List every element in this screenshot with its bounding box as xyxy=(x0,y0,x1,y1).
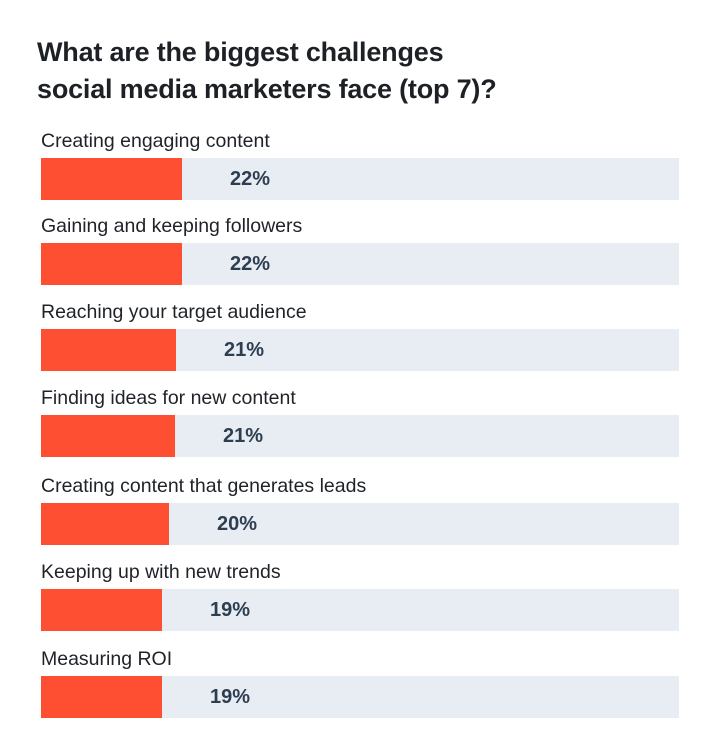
bar-fill xyxy=(41,243,182,285)
bar-label: Gaining and keeping followers xyxy=(41,215,303,237)
chart-title: What are the biggest challenges social m… xyxy=(37,34,677,108)
bar-value: 22% xyxy=(230,253,271,275)
bar-label: Keeping up with new trends xyxy=(41,561,281,583)
bar-fill xyxy=(41,158,182,200)
bar-label: Measuring ROI xyxy=(41,648,173,670)
bar-track: 22% xyxy=(41,243,679,285)
bar-row: Finding ideas for new content 21% xyxy=(41,386,679,457)
bar-track: 20% xyxy=(41,503,679,545)
bar-track: 19% xyxy=(41,676,679,718)
bar-value: 19% xyxy=(210,599,251,621)
bar-fill xyxy=(41,329,176,371)
bar-row: Measuring ROI 19% xyxy=(41,647,679,718)
bar-label: Creating content that generates leads xyxy=(41,475,367,497)
bar-value: 21% xyxy=(223,425,264,447)
bar-value: 19% xyxy=(210,686,251,708)
bar-label: Reaching your target audience xyxy=(41,301,307,323)
bar-fill xyxy=(41,589,162,631)
bar-row: Keeping up with new trends 19% xyxy=(41,560,679,631)
bar-track: 19% xyxy=(41,589,679,631)
bar-value: 20% xyxy=(217,513,258,535)
bar-row: Gaining and keeping followers 22% xyxy=(41,214,679,285)
bar-fill xyxy=(41,503,169,545)
bar-fill xyxy=(41,415,175,457)
bar-label: Creating engaging content xyxy=(41,130,270,152)
bar-value: 21% xyxy=(224,339,265,361)
bar-fill xyxy=(41,676,162,718)
bar-track: 22% xyxy=(41,158,679,200)
bar-row: Creating engaging content 22% xyxy=(41,129,679,200)
bar-row: Reaching your target audience 21% xyxy=(41,300,679,371)
bar-row: Creating content that generates leads 20… xyxy=(41,474,679,545)
bar-track: 21% xyxy=(41,415,679,457)
bar-track: 21% xyxy=(41,329,679,371)
bar-value: 22% xyxy=(230,168,271,190)
chart-title-line-1: What are the biggest challenges xyxy=(37,37,444,67)
bar-label: Finding ideas for new content xyxy=(41,387,296,409)
chart-title-line-2: social media marketers face (top 7)? xyxy=(37,74,497,104)
